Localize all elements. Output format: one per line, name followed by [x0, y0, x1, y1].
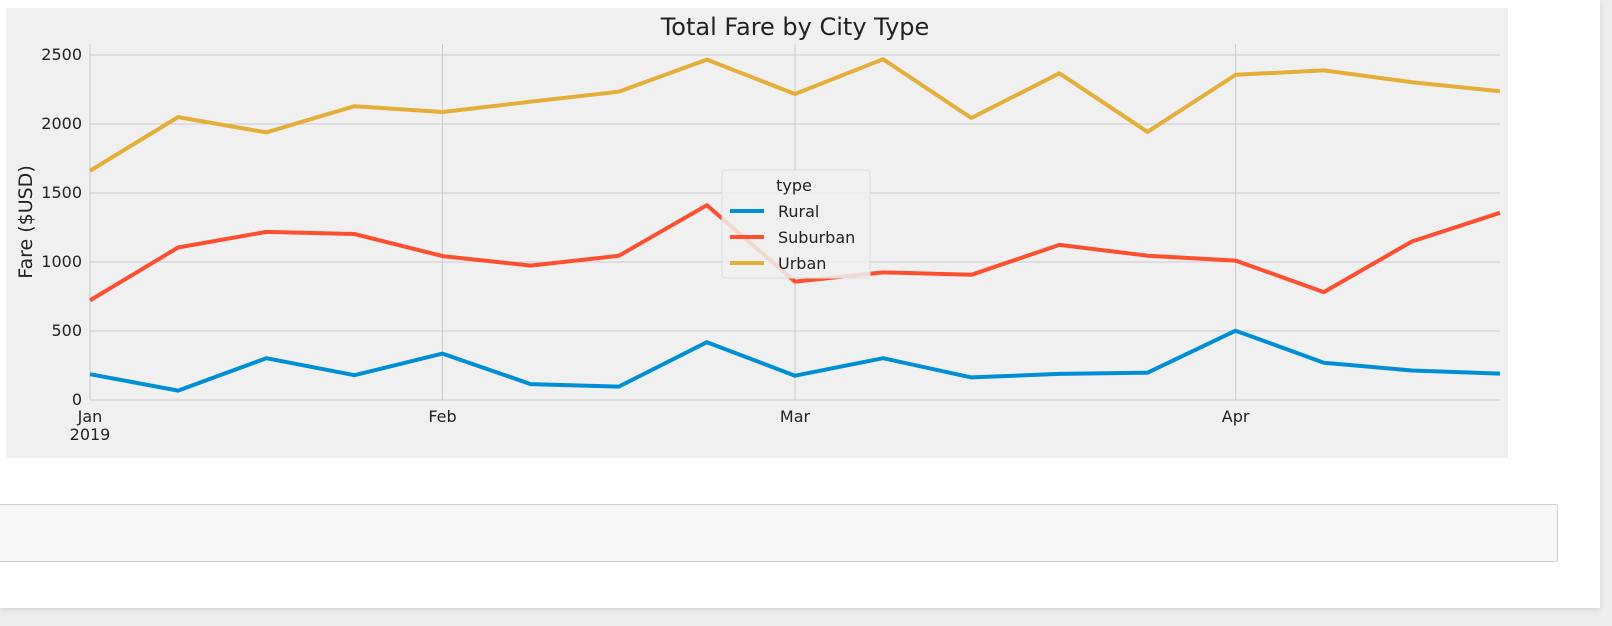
- y-tick-label: 2500: [41, 45, 82, 64]
- y-tick-label: 0: [72, 390, 82, 409]
- series-line-urban: [88, 57, 1501, 173]
- notebook-output-page: 0 500 1000 1500 2000 2500 Jan 2019 Feb Mar Apr Tota…: [0, 0, 1600, 608]
- legend-label-urban: Urban: [778, 254, 826, 273]
- legend-label-rural: Rural: [778, 202, 819, 221]
- x-tick-sublabel: 2019: [70, 425, 111, 444]
- x-tick-label: Jan: [77, 407, 103, 426]
- legend-box: [721, 169, 871, 279]
- legend-label-suburban: Suburban: [778, 228, 855, 247]
- x-tick-label: Apr: [1222, 407, 1250, 426]
- series-line-rural: [89, 328, 1501, 393]
- x-tick-label: Feb: [428, 407, 456, 426]
- y-tick-label: 1000: [41, 252, 82, 271]
- y-tick-label: 2000: [41, 114, 82, 133]
- x-tick-label: Mar: [780, 407, 811, 426]
- code-cell-input[interactable]: [0, 504, 1558, 562]
- y-axis-label: Fare ($USD): [15, 165, 37, 278]
- chart-title: Total Fare by City Type: [660, 13, 930, 41]
- line-chart: 0 500 1000 1500 2000 2500 Jan 2019 Feb Mar Apr Tota…: [6, 8, 1552, 470]
- legend-title: type: [776, 176, 812, 195]
- series-line-suburban: [88, 203, 1501, 303]
- y-tick-label: 500: [51, 321, 82, 340]
- y-tick-label: 1500: [41, 183, 82, 202]
